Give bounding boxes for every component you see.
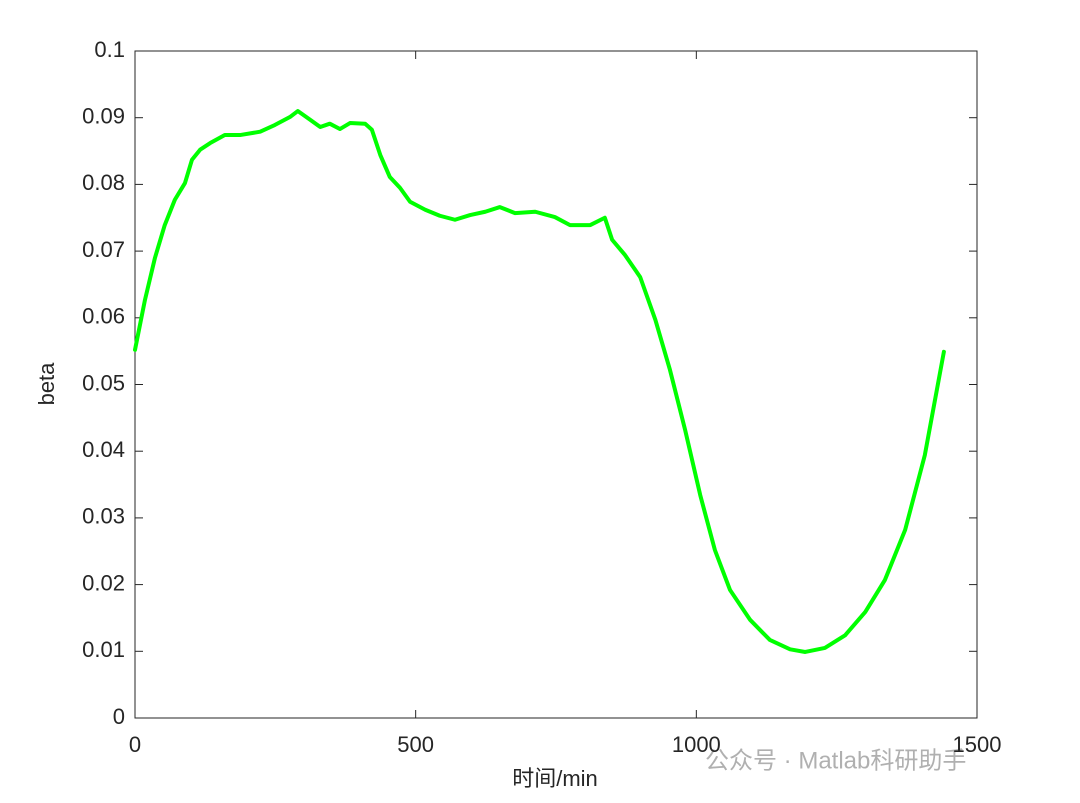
- y-tick-label: 0.1: [94, 37, 125, 62]
- x-tick-label: 1000: [672, 732, 721, 757]
- plot-box: [134, 50, 978, 719]
- x-tick-label: 1500: [953, 732, 1002, 757]
- y-tick-label: 0.07: [82, 237, 125, 262]
- x-axis-label: 时间/min: [512, 766, 598, 791]
- y-tick-label: 0: [113, 704, 125, 729]
- data-line: [133, 109, 946, 654]
- y-tick-label: 0.06: [82, 304, 125, 329]
- y-axis-label: beta: [34, 362, 59, 406]
- x-tick-label: 500: [397, 732, 434, 757]
- y-tick-label: 0.09: [82, 104, 125, 129]
- watermark: 公众号 · Matlab科研助手: [705, 747, 966, 774]
- y-tick-label: 0.05: [82, 370, 125, 395]
- y-tick-label: 0.04: [82, 437, 125, 462]
- y-tick-label: 0.08: [82, 170, 125, 195]
- y-tick-label: 0.01: [82, 637, 125, 662]
- x-tick-label: 0: [129, 732, 141, 757]
- y-tick-label: 0.03: [82, 504, 125, 529]
- y-tick-label: 0.02: [82, 570, 125, 595]
